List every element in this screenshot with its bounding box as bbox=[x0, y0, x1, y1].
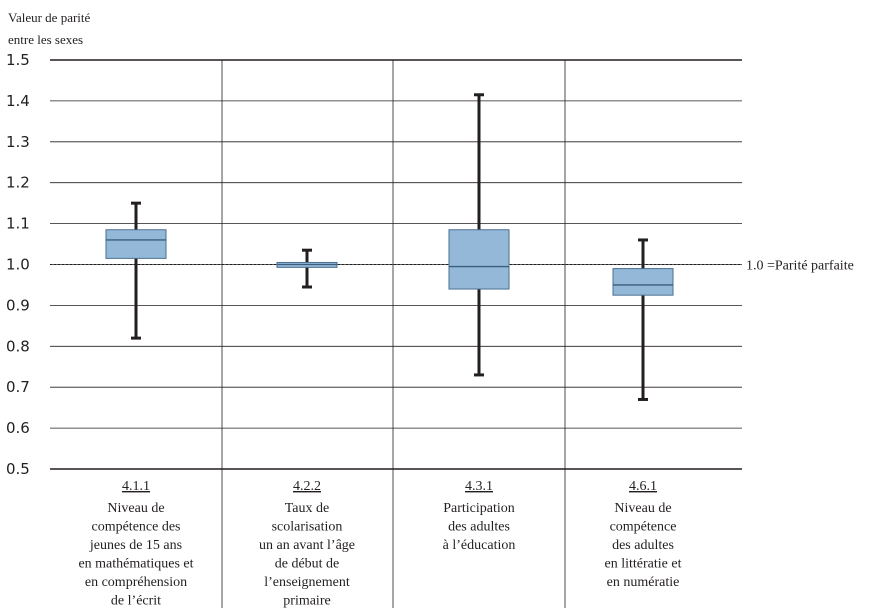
iqr-box bbox=[105, 229, 167, 259]
y-tick-label: 0.8 bbox=[6, 337, 30, 355]
category-description-line: primaire bbox=[283, 594, 330, 608]
category-description-line: Participation bbox=[443, 501, 515, 516]
category-label-4-6-1: 4.6.1 Niveau de compétence des adultes en li… bbox=[605, 479, 682, 590]
category-code: 4.2.2 bbox=[293, 479, 321, 494]
parity-reference-label: 1.0 =Parité parfaite bbox=[746, 259, 854, 274]
category-description-line: Niveau de bbox=[107, 501, 164, 516]
category-description-line: de l’écrit bbox=[111, 594, 161, 608]
category-label-4-2-2: 4.2.2 Taux de scolarisation un an avant l’â… bbox=[259, 479, 355, 608]
y-tick-label: 0.5 bbox=[6, 460, 30, 478]
y-tick-label: 1.1 bbox=[6, 215, 30, 233]
y-axis-title: Valeur de parité entre les sexes bbox=[8, 10, 91, 47]
category-description-line: l’enseignement bbox=[264, 575, 350, 590]
box-4-2-2 bbox=[276, 248, 338, 289]
category-code: 4.1.1 bbox=[122, 479, 150, 494]
box-4-6-1 bbox=[612, 238, 674, 401]
y-axis-ticks: 1.5 1.4 1.3 1.2 1.1 1.0 0.9 0.8 0.7 0.6 0.5 bbox=[6, 51, 30, 478]
box-4-3-1 bbox=[448, 93, 510, 377]
boxes bbox=[105, 93, 674, 401]
category-description-line: scolarisation bbox=[272, 520, 343, 535]
category-code: 4.6.1 bbox=[629, 479, 657, 494]
category-description-line: à l’éducation bbox=[443, 538, 516, 553]
category-description-line: en mathématiques et bbox=[78, 557, 193, 572]
category-description-line: compétence bbox=[610, 520, 677, 535]
y-tick-label: 0.9 bbox=[6, 296, 30, 314]
y-tick-label: 1.0 bbox=[6, 256, 30, 274]
iqr-box bbox=[612, 268, 674, 296]
y-tick-label: 1.3 bbox=[6, 133, 30, 151]
y-axis-title-line-1: Valeur de parité bbox=[8, 10, 91, 25]
y-tick-label: 1.5 bbox=[6, 51, 30, 69]
category-description-line: jeunes de 15 ans bbox=[89, 538, 182, 553]
x-axis-labels: 4.1.1 Niveau de compétence des jeunes de 15… bbox=[78, 479, 681, 608]
iqr-box bbox=[448, 229, 510, 290]
category-description-line: de début de bbox=[275, 557, 340, 572]
category-description-line: en littératie et bbox=[605, 557, 682, 572]
category-description-line: des adultes bbox=[448, 520, 510, 535]
y-tick-label: 1.4 bbox=[6, 92, 30, 110]
category-description-line: compétence des bbox=[91, 520, 180, 535]
category-description-line: en compréhension bbox=[85, 575, 187, 590]
reference-line: 1.0 =Parité parfaite bbox=[50, 259, 854, 274]
category-description-line: Niveau de bbox=[614, 501, 671, 516]
y-tick-label: 0.7 bbox=[6, 378, 30, 396]
category-code: 4.3.1 bbox=[465, 479, 493, 494]
category-description-line: un an avant l’âge bbox=[259, 538, 355, 553]
y-tick-label: 1.2 bbox=[6, 174, 30, 192]
y-axis-title-line-2: entre les sexes bbox=[8, 32, 83, 47]
category-label-4-3-1: 4.3.1 Participation des adultes à l’éducati… bbox=[443, 479, 516, 553]
category-description-line: des adultes bbox=[612, 538, 674, 553]
category-label-4-1-1: 4.1.1 Niveau de compétence des jeunes de 15… bbox=[78, 479, 193, 608]
box-4-1-1 bbox=[105, 201, 167, 340]
category-description-line: Taux de bbox=[285, 501, 330, 516]
category-description-line: en numératie bbox=[607, 575, 680, 590]
y-tick-label: 0.6 bbox=[6, 419, 30, 437]
